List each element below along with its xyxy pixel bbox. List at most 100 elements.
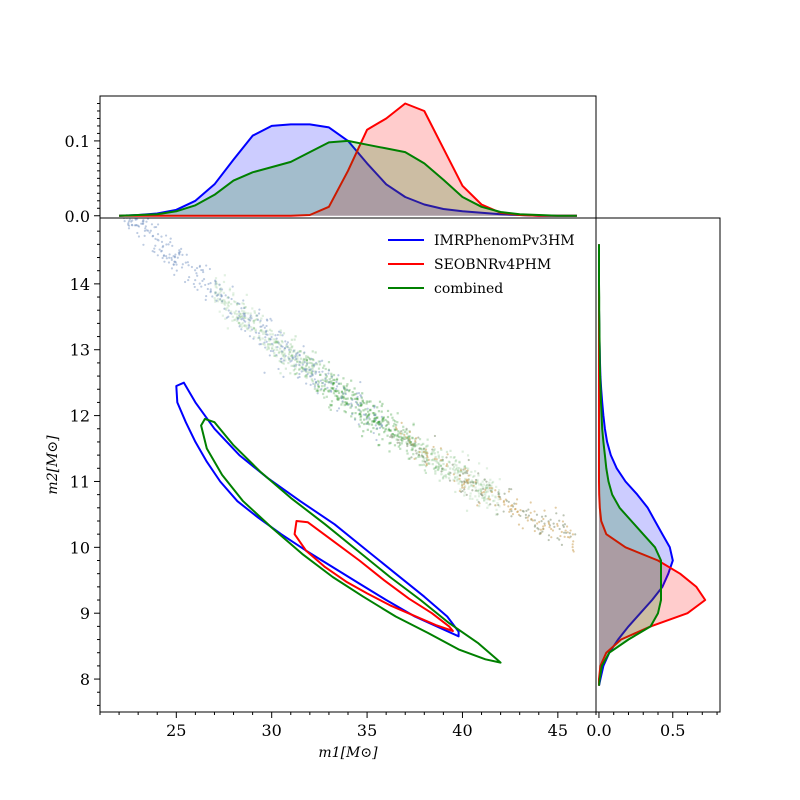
combined-sample <box>244 316 247 319</box>
combined-sample <box>337 382 340 385</box>
imrphenom-sample <box>218 283 221 286</box>
seobnr-sample <box>505 499 508 502</box>
combined-sample <box>287 356 290 359</box>
combined-sample <box>483 498 486 502</box>
imrphenom-sample <box>121 196 123 198</box>
combined-sample <box>477 488 480 491</box>
combined-sample <box>377 421 380 424</box>
imrphenom-sample <box>192 282 195 286</box>
imrphenom-sample <box>236 318 239 321</box>
imrphenom-sample <box>142 220 145 223</box>
imrphenom-sample <box>116 191 118 193</box>
combined-sample <box>293 363 296 366</box>
combined-sample <box>220 301 223 304</box>
combined-sample <box>397 430 400 433</box>
imrphenom-sample <box>321 381 325 385</box>
imrphenom-sample <box>274 334 277 337</box>
imrphenom-sample <box>153 250 156 254</box>
imrphenom-sample <box>175 263 178 266</box>
imrphenom-sample <box>329 389 333 392</box>
combined-sample <box>303 367 306 370</box>
imrphenom-sample <box>130 200 132 202</box>
combined-sample <box>401 432 404 435</box>
combined-sample <box>332 392 336 395</box>
imrphenom-sample <box>220 293 223 296</box>
combined-sample <box>239 315 242 319</box>
combined-sample <box>310 370 313 373</box>
imrphenom-sample <box>260 325 263 328</box>
imrphenom-sample <box>214 280 217 283</box>
combined-sample <box>327 361 331 364</box>
combined-sample <box>469 494 472 498</box>
imrphenom-sample <box>300 370 303 373</box>
combined-sample <box>280 350 283 353</box>
combined-sample <box>357 408 360 411</box>
combined-sample <box>323 396 326 399</box>
imrphenom-sample <box>256 318 260 322</box>
imrphenom-sample <box>136 231 139 235</box>
combined-sample <box>472 475 475 478</box>
combined-sample <box>220 299 223 303</box>
imrphenom-sample <box>310 357 313 360</box>
combined-sample <box>446 465 450 468</box>
combined-sample <box>393 444 397 447</box>
imrphenom-sample <box>205 294 208 298</box>
seobnr-sample <box>431 448 434 451</box>
combined-sample <box>406 452 409 455</box>
combined-sample <box>471 497 474 500</box>
combined-sample <box>254 330 257 333</box>
combined-sample <box>360 414 363 417</box>
imrphenom-sample <box>143 234 146 238</box>
imrphenom-sample <box>378 426 382 429</box>
combined-sample <box>360 421 363 424</box>
seobnr-sample <box>561 520 565 523</box>
imrphenom-sample <box>193 269 197 272</box>
combined-sample <box>378 433 381 436</box>
combined-sample <box>328 378 331 381</box>
seobnr-sample <box>412 444 415 447</box>
imrphenom-sample <box>319 379 322 382</box>
imrphenom-sample <box>173 256 176 259</box>
imrphenom-sample <box>165 257 168 260</box>
combined-sample <box>437 454 440 457</box>
combined-sample <box>324 373 327 376</box>
imrphenompv3hm-right-fill <box>598 244 673 686</box>
combined-sample <box>368 423 371 426</box>
seobnr-sample <box>510 510 513 513</box>
combined-sample <box>231 319 234 322</box>
imrphenom-sample <box>142 219 145 222</box>
imrphenom-sample <box>116 207 118 209</box>
imrphenom-sample <box>366 407 369 410</box>
combined-sample <box>244 311 247 315</box>
imrphenom-sample <box>327 372 330 375</box>
imrphenom-sample <box>374 418 377 421</box>
imrphenom-sample <box>227 296 230 299</box>
combined-sample <box>375 422 378 425</box>
combined-sample <box>309 357 312 360</box>
combined-sample <box>408 457 411 460</box>
seobnr-sample <box>550 527 553 531</box>
combined-sample <box>253 310 256 313</box>
combined-sample <box>276 348 279 351</box>
imrphenom-sample <box>227 315 230 318</box>
combined-sample <box>268 328 272 331</box>
imrphenom-sample <box>162 244 165 248</box>
combined-sample <box>433 459 436 462</box>
combined-sample <box>487 504 490 507</box>
imrphenom-sample <box>295 353 298 356</box>
combined-sample <box>411 447 414 450</box>
combined-sample <box>392 436 395 439</box>
seobnr-sample <box>524 516 527 519</box>
imrphenom-sample <box>137 225 141 228</box>
combined-sample <box>258 334 261 338</box>
combined-sample <box>485 498 488 501</box>
combined-sample <box>464 470 467 473</box>
combined-sample <box>454 477 457 480</box>
combined-sample <box>355 397 358 401</box>
imrphenom-sample <box>219 298 222 301</box>
seobnr-sample <box>474 480 477 484</box>
seobnr-sample <box>408 430 411 434</box>
imrphenom-sample <box>298 353 301 356</box>
imrphenom-sample <box>171 244 174 247</box>
